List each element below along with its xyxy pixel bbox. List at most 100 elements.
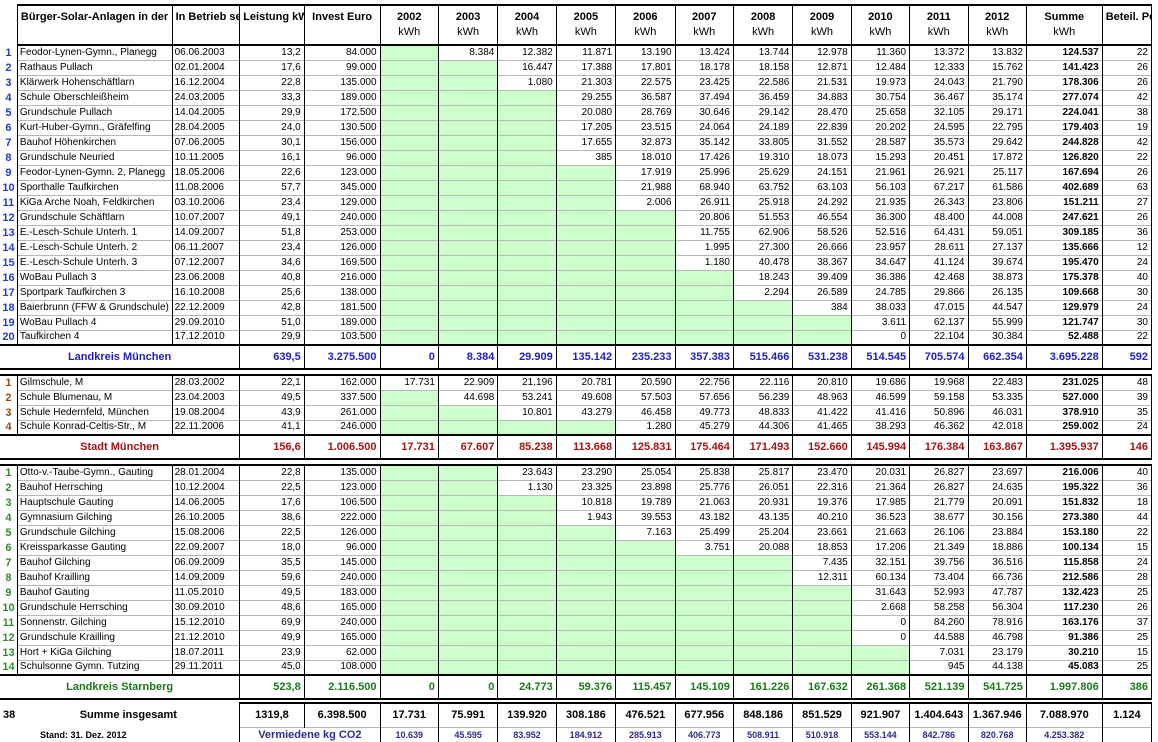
year-value [674, 314, 734, 330]
invest: 181.500 [303, 299, 381, 315]
plant-name: Grundschule Schäftlarn [16, 209, 173, 225]
year-value: 22.909 [437, 374, 498, 390]
co2-year: 285.913 [615, 726, 676, 742]
year-value: 73.404 [909, 569, 968, 585]
start-date: 02.01.2004 [171, 59, 240, 75]
table-row: 1 Feodor-Lynen-Gymn., Planegg 06.06.2003 13… [0, 44, 1153, 60]
row-number: 18 [2, 301, 15, 314]
year-value [555, 614, 616, 630]
year-value: 57.656 [674, 389, 734, 405]
kw-peak: 22,5 [239, 524, 305, 540]
group-year-total: 67.607 [437, 434, 498, 460]
year-value [379, 299, 439, 315]
header-year: 2004 kWh [497, 4, 557, 46]
year-value [437, 134, 498, 150]
plant-name: Grundschule Neuried [16, 149, 173, 165]
year-value [497, 194, 557, 210]
start-date: 07.12.2007 [171, 254, 240, 270]
year-value: 1.080 [497, 74, 557, 90]
year-value [732, 614, 793, 630]
start-date: 11.05.2010 [171, 584, 240, 600]
grand-invest: 6.398.500 [303, 702, 381, 727]
year-value [497, 659, 557, 675]
year-value [437, 299, 498, 315]
plant-name: Bauhof Höhenkirchen [16, 134, 173, 150]
year-value: 20.781 [555, 374, 616, 390]
group-invest: 2.116.500 [303, 674, 381, 700]
row-sum: 178.306 [1025, 74, 1103, 90]
year-value: 43.279 [555, 404, 616, 420]
co2-year: 83.952 [497, 726, 557, 742]
year-value: 66.736 [967, 569, 1027, 585]
kw-peak: 35,5 [239, 554, 305, 570]
year-value: 23.806 [967, 194, 1027, 210]
invest: 189.000 [303, 89, 381, 105]
year-value [674, 584, 734, 600]
year-value [555, 659, 616, 675]
start-date: 29.09.2010 [171, 314, 240, 330]
year-value: 41.465 [792, 419, 852, 435]
unit-label: kWh [693, 26, 716, 38]
year-value: 13.832 [967, 44, 1027, 60]
year-value [379, 494, 439, 510]
year-value [437, 89, 498, 105]
kw-peak: 22,5 [239, 479, 305, 495]
year-value [379, 44, 439, 60]
invest: 135.000 [303, 464, 381, 480]
start-date: 30.09.2010 [171, 599, 240, 615]
year-value: 18.243 [732, 269, 793, 285]
year-value [555, 284, 616, 300]
table-row: 14 E.-Lesch-Schule Unterh. 2 06.11.2007 23,… [0, 239, 1153, 255]
invest: 240.000 [303, 209, 381, 225]
year-value [437, 509, 498, 525]
unit-label: kWh [811, 26, 834, 38]
co2-year: 45.595 [437, 726, 498, 742]
year-value: 30.384 [967, 329, 1027, 345]
year-value: 36.467 [909, 89, 968, 105]
group-year-total: 514.545 [850, 344, 910, 370]
year-value: 45.279 [674, 419, 734, 435]
row-sum: 52.488 [1025, 329, 1103, 345]
participants: 42 [1101, 134, 1153, 150]
year-value: 17.206 [850, 539, 910, 555]
group-year-total: 59.376 [555, 674, 616, 700]
year-value: 11.360 [850, 44, 910, 60]
start-date: 21.12.2010 [171, 629, 240, 645]
table-row: 11 Sonnenstr. Gilching 15.12.2010 69,9 240.0… [0, 614, 1153, 630]
year-value: 44.138 [967, 659, 1027, 675]
kw-peak: 22,8 [239, 464, 305, 480]
year-value: 24.043 [909, 74, 968, 90]
group-participants: 146 [1101, 434, 1153, 460]
year-value: 38.873 [967, 269, 1027, 285]
year-value: 49.608 [555, 389, 616, 405]
group-label: Landkreis München [0, 344, 240, 370]
grand-sum: 7.088.970 [1025, 702, 1103, 727]
header-row: Bürger-Solar-Anlagen in der Region Münch… [0, 4, 1153, 46]
row-sum: 129.979 [1025, 299, 1103, 315]
kw-peak: 51,0 [239, 314, 305, 330]
year-value: 7.435 [792, 554, 852, 570]
year-value [615, 239, 676, 255]
group-kw: 523,8 [239, 674, 305, 700]
plant-name: Sporthalle Taufkirchen [16, 179, 173, 195]
group-participants: 386 [1101, 674, 1153, 700]
year-value [555, 524, 616, 540]
year-value [732, 629, 793, 645]
year-value: 19.376 [792, 494, 852, 510]
year-value: 30.156 [967, 509, 1027, 525]
kw-peak: 29,9 [239, 104, 305, 120]
table-row: 13 Hort + KiGa Gilching 18.07.2011 23,9 62.0… [0, 644, 1153, 660]
group-year-total: 29.909 [497, 344, 557, 370]
year-value [497, 164, 557, 180]
year-value [379, 389, 439, 405]
year-value: 60.134 [850, 569, 910, 585]
invest: 126.000 [303, 524, 381, 540]
year-label: 2011 [926, 11, 951, 23]
table-row: 6 Kreissparkasse Gauting 22.09.2007 18,0 96.… [0, 539, 1153, 555]
year-value: 37.494 [674, 89, 734, 105]
year-value: 12.311 [792, 569, 852, 585]
year-value: 23.957 [850, 239, 910, 255]
year-value: 57.503 [615, 389, 676, 405]
year-value [555, 164, 616, 180]
row-number: 7 [5, 136, 12, 149]
